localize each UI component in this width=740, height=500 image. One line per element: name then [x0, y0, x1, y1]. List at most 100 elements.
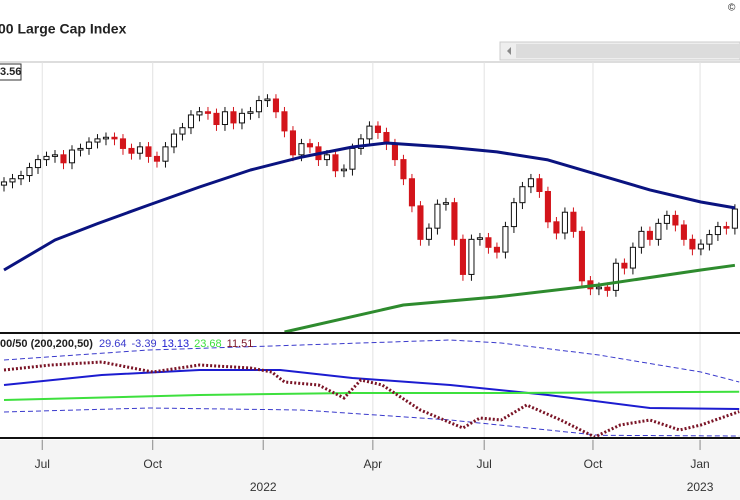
candle-body: [94, 138, 101, 143]
indicator-line: [3, 339, 740, 383]
candle-body: [196, 111, 203, 116]
candle-body: [408, 178, 415, 207]
candle-body: [349, 147, 356, 170]
scrollbar-thumb[interactable]: [516, 44, 740, 58]
candle-body: [536, 178, 543, 192]
candle-body: [425, 227, 432, 240]
candle-body: [68, 149, 76, 164]
candle-body: [298, 143, 305, 156]
legend-value: -3.39: [132, 338, 157, 350]
x-tick-label: Jul: [35, 457, 50, 471]
x-year-label: 2023: [687, 480, 714, 494]
chart-title: 00 Large Cap Index: [0, 21, 127, 37]
candle-body: [34, 159, 42, 169]
candle-body: [17, 175, 25, 180]
moving-average: [284, 263, 736, 334]
candle-body: [561, 211, 568, 234]
candle-body: [60, 154, 67, 164]
candle-body: [9, 178, 16, 183]
candle-body: [451, 202, 458, 240]
candle-body: [442, 202, 449, 205]
candle-body: [0, 181, 8, 186]
candle-body: [544, 190, 551, 223]
candle-body: [340, 168, 348, 172]
candle-body: [128, 147, 135, 154]
indicator-label: 00/50 (200,200,50): [0, 338, 93, 350]
candle-body: [374, 125, 381, 133]
price-label: 3.56: [0, 66, 21, 78]
candle-body: [612, 262, 619, 291]
candle-body: [417, 205, 424, 240]
candle-body: [553, 221, 560, 234]
price-label-box: [0, 63, 22, 81]
x-tick-label: Oct: [143, 457, 162, 471]
x-axis-area: [0, 440, 740, 500]
candle-body: [43, 155, 50, 161]
candle-body: [476, 237, 483, 240]
candle-body: [77, 147, 84, 151]
candle-body: [306, 143, 314, 148]
candle-body: [136, 146, 144, 154]
legend-value: 23.68: [194, 338, 222, 350]
candle-body: [706, 234, 713, 245]
candle-body: [638, 230, 645, 248]
legend-value: 11.51: [227, 338, 254, 350]
candle-body: [434, 203, 441, 229]
candle-body: [247, 111, 254, 114]
x-tick-label: Apr: [364, 457, 383, 471]
candle-body: [102, 136, 110, 140]
candle-body: [629, 246, 636, 269]
legend-value: 13.13: [162, 338, 190, 350]
candle-body: [680, 224, 687, 240]
candle-body: [689, 238, 696, 250]
indicator-line: [3, 369, 740, 410]
candle-body: [272, 98, 280, 113]
indicator-line: [3, 390, 740, 401]
moving-average: [3, 141, 736, 272]
candle-body: [697, 243, 704, 250]
candle-body: [731, 208, 738, 229]
candle-body: [723, 226, 730, 229]
candle-body: [255, 100, 263, 113]
candle-body: [663, 214, 670, 224]
candle-body: [570, 211, 577, 232]
candle-body: [621, 262, 628, 269]
candle-body: [51, 154, 59, 157]
candle-body: [595, 286, 602, 290]
candle-body: [187, 114, 195, 129]
candle-body: [170, 133, 178, 148]
candle-body: [391, 143, 398, 161]
x-tick-label: Jul: [477, 457, 492, 471]
candle-body: [357, 138, 364, 149]
candle-body: [502, 226, 509, 253]
candle-body: [119, 138, 127, 149]
candle-body: [519, 186, 526, 204]
candle-body: [264, 98, 271, 102]
candle-body: [145, 146, 152, 157]
scroll-arrow[interactable]: [507, 47, 511, 55]
candle-body: [493, 246, 500, 253]
candle-body: [714, 226, 721, 236]
candle-body: [459, 238, 466, 275]
candle-body: [485, 237, 492, 248]
candle-body: [366, 125, 373, 140]
candle-body: [332, 154, 339, 172]
candle-body: [238, 112, 246, 124]
candle-body: [527, 178, 534, 188]
x-tick-label: 2022: [250, 480, 277, 494]
candle-body: [281, 111, 288, 132]
candle-body: [221, 111, 229, 126]
candle-body: [604, 286, 611, 291]
candle-body: [26, 167, 33, 177]
candle-body: [111, 136, 118, 140]
candle-body: [162, 146, 169, 162]
candle-body: [578, 230, 585, 282]
x-tick-label: Jan: [690, 457, 709, 471]
candle-body: [179, 127, 186, 135]
legend-value: 29.64: [99, 338, 127, 350]
x-tick-label: Oct: [584, 457, 603, 471]
candle-body: [510, 202, 517, 228]
candle-body: [204, 111, 212, 114]
